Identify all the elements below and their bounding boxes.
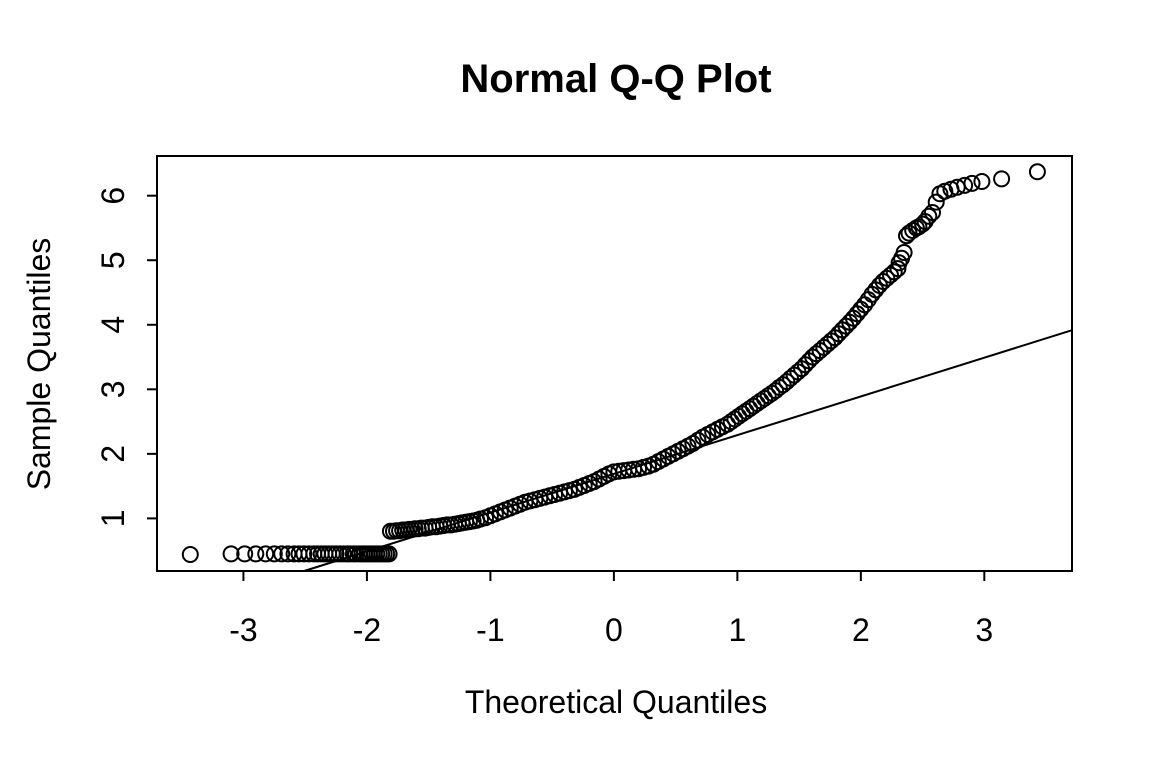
data-point: [181, 546, 199, 563]
data-point: [924, 204, 941, 221]
data-point: [295, 545, 313, 563]
data-point: [885, 263, 903, 281]
y-tick-label: 6: [95, 187, 131, 205]
data-point: [380, 545, 398, 563]
y-tick-label: 3: [95, 380, 131, 398]
data-point: [956, 176, 974, 194]
x-axis-ticks: -3 -2 -1 0 1 2 3: [229, 571, 993, 648]
y-tick-label: 4: [95, 316, 131, 334]
x-tick-label: -1: [476, 612, 504, 648]
x-tick-label: -2: [353, 612, 381, 648]
data-point: [247, 545, 265, 563]
data-point: [273, 545, 291, 563]
data-point: [265, 545, 283, 563]
y-tick-label: 5: [95, 251, 131, 269]
y-tick-label: 1: [95, 510, 131, 528]
y-axis-ticks: 1 2 3 4 5 6: [95, 187, 157, 528]
data-point: [236, 545, 254, 563]
data-point: [920, 207, 938, 225]
y-axis-label: Sample Quantiles: [21, 238, 57, 491]
data-point: [927, 193, 945, 211]
x-axis-label: Theoretical Quantiles: [465, 684, 767, 720]
data-point: [257, 545, 275, 563]
x-tick-label: 3: [975, 612, 993, 648]
data-point: [222, 545, 240, 563]
y-tick-label: 2: [95, 445, 131, 463]
x-tick-label: -3: [229, 612, 257, 648]
data-point: [859, 291, 877, 309]
chart-title: Normal Q-Q Plot: [460, 57, 771, 101]
data-point: [895, 244, 913, 261]
data-point: [973, 173, 991, 190]
x-tick-label: 2: [852, 612, 870, 648]
data-point: [1028, 163, 1046, 181]
data-point: [993, 170, 1011, 188]
x-tick-label: 0: [605, 612, 623, 648]
data-points: [181, 163, 1046, 563]
x-tick-label: 1: [728, 612, 746, 648]
plot-border: [156, 155, 1073, 572]
data-point: [963, 174, 981, 192]
data-point: [889, 260, 907, 278]
